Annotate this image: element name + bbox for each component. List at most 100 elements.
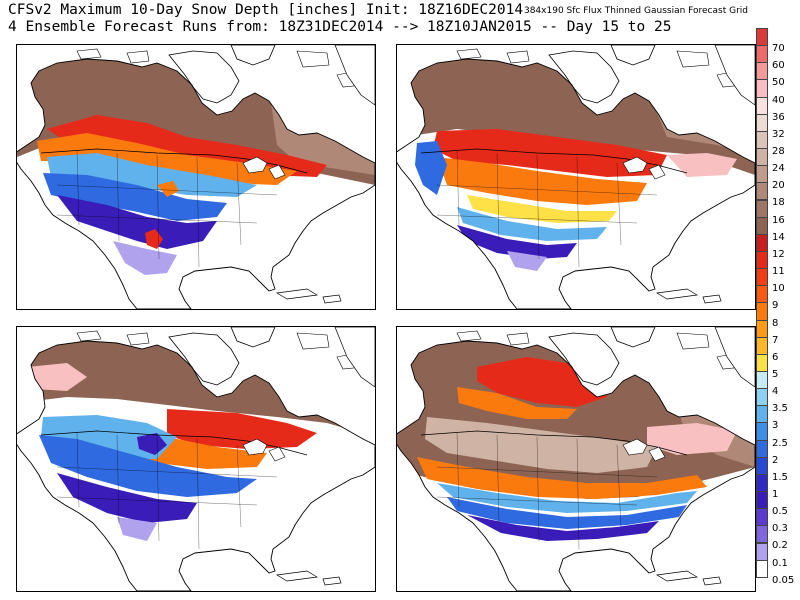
arctic-islands [456,48,744,88]
snow-depth-contour [433,129,667,177]
legend-swatch [756,182,768,201]
caribbean-islands [655,288,722,304]
coastline [168,332,240,386]
ensemble-map-panel-1 [16,44,376,310]
snow-depth-contour [57,195,217,249]
coastline [397,340,755,591]
legend-entry: 1.5 [756,456,798,483]
legend-swatch [756,422,768,441]
legend-label: 3.5 [772,403,788,415]
legend-entry: 0.5 [756,491,798,517]
snow-depth-contour [507,251,547,271]
snow-depth-contour [425,417,657,473]
snow-depth-contour [467,195,617,223]
legend-swatch [756,353,768,372]
snow-depth-contour [167,409,317,449]
legend-entry: 5 [756,353,798,380]
legend-entry: 3.5 [756,388,798,414]
snow-depth-contour [467,515,659,541]
coastline [17,340,375,591]
great-lakes [622,156,666,180]
legend-swatch [756,45,768,64]
legend-entry: 12 [756,233,798,260]
chart-title-line-2: 4 Ensemble Forecast Runs from: 18Z31DEC2… [8,19,672,35]
legend-swatch [756,508,768,527]
snow-depth-contour [113,241,177,275]
legend-entry: 16 [756,199,798,226]
legend-entry: 28 [756,130,798,157]
legend-label: 24 [772,163,785,175]
legend-label: 0.5 [772,506,788,518]
grid-info-label: 384x190 Sfc Flux Thinned Gaussian Foreca… [523,6,748,16]
coastline [168,50,240,104]
map-svg-1 [17,45,375,309]
state-borders [56,432,278,550]
legend-swatch [756,302,768,321]
arctic-islands [76,48,364,88]
legend-label: 0.05 [772,574,795,586]
legend-label: 2.5 [772,437,788,449]
legend-label: 28 [772,146,785,158]
national-border [420,430,688,456]
legend-entry: 0.1 [756,542,798,569]
legend-swatch [756,165,768,184]
legend-label: 5 [772,368,779,380]
legend-swatch [756,62,768,81]
legend-swatch [756,268,768,287]
legend-entry: 36 [756,96,798,123]
snow-depth-contour [39,435,257,497]
legend-label: 1.5 [772,471,788,483]
coastline [548,50,620,104]
legend-label: 32 [772,128,785,140]
legend-label: 14 [772,231,785,243]
state-borders [436,432,658,550]
legend-label: 70 [772,43,785,55]
snow-depth-contour [437,157,647,205]
greenland-coast [334,327,375,388]
coastline [397,58,755,309]
legend-label: 9 [772,300,779,312]
legend-label: 1 [772,489,779,501]
caribbean-islands [655,570,722,586]
national-border [40,148,308,174]
legend-swatch [756,405,768,424]
snow-depth-contour [137,433,167,455]
legend-entry: 0.05 [756,559,798,586]
snow-depth-contour [47,153,257,197]
snow-depth-contour [37,133,297,185]
legend-label: 2 [772,454,779,466]
legend-swatch [756,439,768,458]
legend-swatch [756,79,768,98]
legend-label: 8 [772,317,779,329]
great-lakes [622,438,666,462]
snow-depth-contour [415,141,447,195]
legend-entry: 11 [756,250,798,277]
legend-swatch [756,28,768,47]
legend-entry: 6 [756,336,798,363]
snow-depth-contour [117,517,157,541]
legend-swatch [756,388,768,407]
legend-label: 7 [772,334,779,346]
legend-swatch [756,525,768,544]
legend-entry: 4 [756,371,798,397]
legend-entry: 50 [756,62,798,88]
legend-swatch [756,130,768,150]
coastline [548,332,620,386]
legend-label: 16 [772,214,785,226]
legend-label: 20 [772,180,785,192]
legend-entry: 24 [756,148,798,174]
legend-label: 11 [772,266,785,278]
coastline [610,327,656,348]
legend-swatch [756,233,768,252]
legend-entry: 0.2 [756,525,798,551]
snow-depth-contour [417,457,707,499]
legend-entry: 3 [756,405,798,431]
legend-entry: 14 [756,216,798,243]
map-svg-4 [397,327,755,591]
legend-label: 18 [772,197,785,209]
legend-swatch [756,96,768,115]
legend-label: 10 [772,283,785,295]
caribbean-islands [275,288,342,304]
legend-swatch [756,473,768,493]
legend-entry: 70 [756,28,798,54]
